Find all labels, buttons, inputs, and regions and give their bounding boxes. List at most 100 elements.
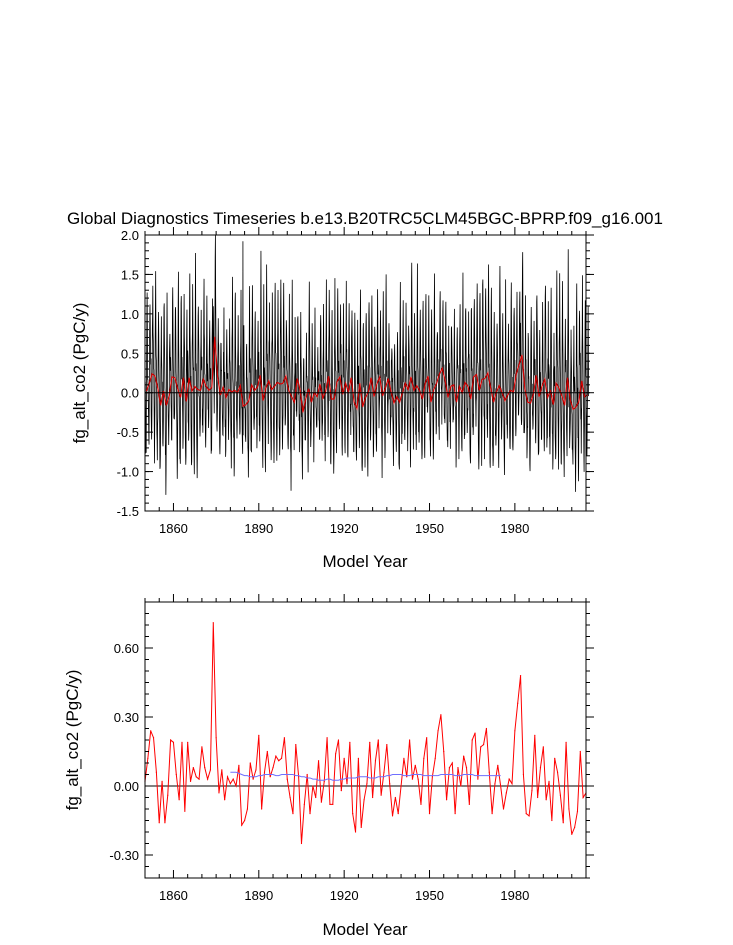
bottom-panel: 1860 1890 1920 1950 1980 0.60 0.30 0.00 -0.30 Mo… [63, 594, 594, 939]
bottom-annual-mean-point [218, 792, 220, 794]
bottom-annual-mean-point [426, 737, 428, 739]
bottom-annual-mean-point [349, 741, 351, 743]
bottom-annual-mean-point [463, 755, 465, 757]
bottom-annual-mean-point [252, 778, 254, 780]
top-x-tick-label: 1980 [500, 521, 529, 536]
bottom-annual-mean-point [519, 675, 522, 677]
bottom-annual-mean-point [542, 746, 544, 748]
bottom-annual-mean-point [443, 750, 445, 753]
bottom-annual-mean-point [582, 796, 584, 799]
top-y-tick-label: 1.5 [121, 267, 139, 282]
bottom-annual-mean-point [386, 744, 388, 746]
bottom-annual-mean-point [551, 819, 553, 822]
bottom-annual-mean-point [147, 757, 149, 760]
top-x-tick-label: 1920 [330, 521, 359, 536]
bottom-annual-mean-point [554, 757, 556, 760]
bottom-annual-mean-point [576, 810, 579, 812]
top-series-group [144, 235, 590, 495]
bottom-annual-mean-point [343, 757, 345, 760]
bottom-annual-mean-point [448, 767, 451, 769]
bottom-annual-mean-point [380, 794, 382, 796]
bottom-annual-mean-point [181, 741, 183, 743]
top-y-tick-label: 1.0 [121, 307, 139, 322]
bottom-annual-mean-point [428, 813, 431, 815]
bottom-annual-mean-point [431, 776, 433, 778]
bottom-annual-mean-point [528, 815, 530, 817]
bottom-annual-mean-point [465, 767, 468, 769]
bottom-annual-mean-point [411, 778, 414, 780]
top-y-tick-label: -1.0 [117, 465, 139, 480]
bottom-annual-mean-point [326, 737, 328, 739]
bottom-annual-mean-point [178, 799, 180, 801]
bottom-series-group [144, 622, 587, 845]
bottom-annual-mean-point [471, 739, 473, 741]
bottom-annual-mean-point [374, 760, 377, 762]
top-ticks-group: 1860 1890 1920 1950 1980 2.0 1.5 1.0 0.5 0.0 -0.5 -… [117, 227, 594, 536]
bottom-annual-mean-point [391, 815, 394, 817]
bottom-annual-mean-point [525, 813, 527, 815]
bottom-annual-mean-point [491, 813, 493, 815]
bottom-annual-mean-point [172, 741, 175, 743]
bottom-y-axis-label: fg_alt_co2 (PgC/y) [63, 670, 82, 811]
bottom-annual-mean-point [317, 760, 320, 762]
bottom-annual-mean-point [346, 783, 348, 785]
bottom-annual-mean-point [460, 785, 462, 787]
top-monthly-series-line [144, 235, 590, 495]
bottom-annual-mean-point [235, 785, 237, 787]
bottom-annual-mean-point [241, 824, 243, 826]
bottom-annual-mean-point [352, 813, 354, 815]
bottom-annual-mean-point [357, 757, 359, 760]
bottom-annual-mean-point [150, 730, 152, 732]
bottom-annual-mean-point [505, 792, 507, 794]
bottom-annual-mean-point [286, 778, 288, 780]
bottom-x-tick-label: 1980 [500, 888, 529, 903]
top-y-tick-label: -1.5 [117, 504, 139, 519]
top-x-tick-label: 1890 [244, 521, 273, 536]
bottom-annual-mean-point [414, 764, 416, 766]
bottom-annual-mean-point [537, 796, 539, 799]
bottom-annual-mean-point [468, 803, 470, 806]
bottom-annual-mean-point [534, 734, 536, 737]
bottom-x-tick-label: 1860 [159, 888, 188, 903]
bottom-annual-mean-point [226, 776, 229, 778]
bottom-annual-mean-point [300, 842, 303, 845]
bottom-annual-mean-point [306, 773, 308, 776]
bottom-annual-mean-point [360, 826, 362, 829]
bottom-annual-mean-point [417, 778, 419, 780]
bottom-annual-mean-point [568, 808, 570, 810]
bottom-annual-mean-point [269, 776, 271, 778]
bottom-annual-mean-point [289, 796, 291, 799]
bottom-annual-mean-point [258, 734, 260, 737]
bottom-annual-mean-point [298, 776, 300, 778]
bottom-annual-mean-point [278, 760, 280, 762]
bottom-annual-mean-point [206, 778, 209, 780]
bottom-annual-mean-point [175, 773, 177, 776]
bottom-annual-mean-point [295, 744, 297, 746]
bottom-plot-frame [144, 601, 587, 879]
bottom-annual-mean-point [565, 741, 567, 743]
bottom-annual-mean-point [482, 744, 485, 746]
bottom-annual-mean-point [224, 799, 226, 801]
bottom-annual-mean-point [170, 739, 172, 741]
top-y-tick-label: -0.5 [117, 425, 139, 440]
bottom-y-tick-label: 0.60 [114, 641, 139, 656]
top-x-tick-label: 1860 [159, 521, 188, 536]
bottom-annual-mean-point [335, 753, 337, 755]
bottom-annual-mean-point [187, 741, 189, 743]
bottom-annual-mean-point [215, 737, 217, 739]
bottom-annual-mean-point [394, 796, 396, 799]
bottom-annual-mean-point [232, 778, 234, 780]
top-annual-mean-line [145, 336, 588, 413]
bottom-annual-mean-point [212, 622, 214, 624]
bottom-annual-mean-point [155, 771, 157, 773]
bottom-annual-mean-point [340, 790, 342, 792]
bottom-annual-mean-point [562, 822, 564, 824]
bottom-annual-mean-point [158, 822, 160, 824]
bottom-annual-mean-point [440, 714, 442, 716]
bottom-annual-mean-point [167, 794, 169, 796]
bottom-annual-mean-point [229, 783, 231, 785]
bottom-annual-mean-point [477, 778, 479, 780]
bottom-annual-mean-point [403, 757, 405, 760]
bottom-annual-mean-point [243, 819, 246, 822]
bottom-annual-mean-point [320, 801, 322, 803]
